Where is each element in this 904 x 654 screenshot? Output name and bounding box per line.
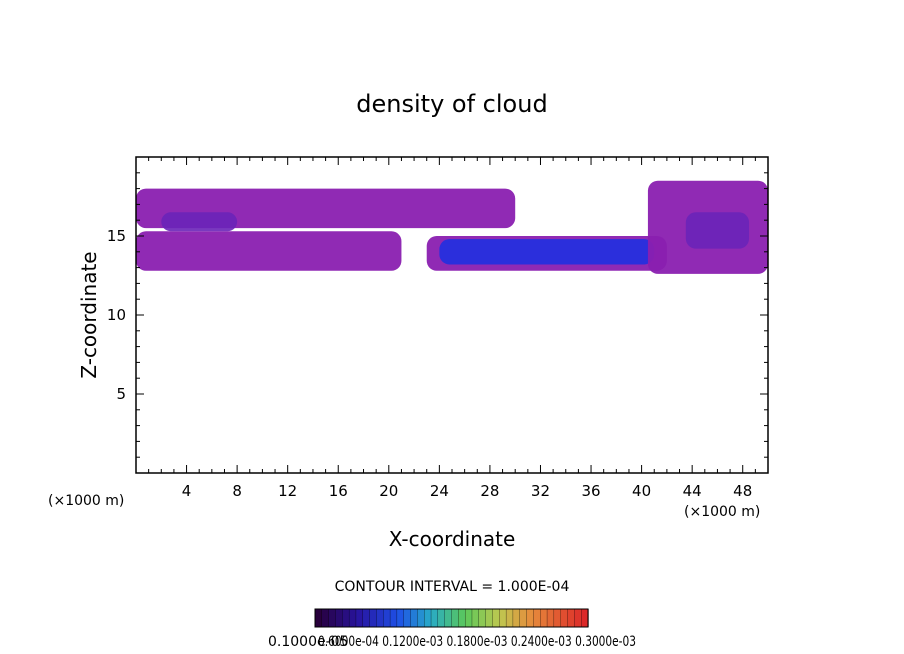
colorbar-cell [342,608,350,628]
colorbar-cell [560,608,569,628]
colorbar-cell [492,608,500,628]
colorbar-cell [430,608,439,628]
x-tick-label: 4 [182,482,192,500]
colorbar-cell [512,608,521,628]
cloud-region-2 [161,212,238,232]
colorbar-labels-overlap: 0.6000e-04 0.1200e-03 0.1800e-03 0.2400e… [318,634,636,650]
y-axis-label: Z-coordinate [77,251,101,378]
colorbar-cell [533,608,541,628]
x-tick-label: 20 [379,482,398,500]
colorbar-cell [546,608,555,628]
colorbar-cell [464,608,473,628]
colorbar-cell [526,608,535,628]
cloud-region-4 [439,239,655,265]
colorbar-cell [485,608,494,628]
colorbar-cell [478,608,487,628]
colorbar-cell [335,608,343,628]
x-tick-label: 36 [581,482,600,500]
colorbar-cell [581,608,589,628]
x-unit-label-left: (×1000 m) [48,493,124,509]
colorbar-cell [451,608,459,628]
x-tick-label: 8 [232,482,242,500]
colorbar-cell [396,608,405,628]
y-tick-label: 5 [116,385,126,403]
colorbar-cell [355,608,364,628]
colorbar [314,608,589,628]
colorbar-cell [444,608,453,628]
colorbar-cell [499,608,507,628]
x-tick-label: 28 [480,482,499,500]
x-unit-label-right: (×1000 m) [684,504,760,520]
colorbar-cell [376,608,384,628]
y-tick-label: 10 [107,306,126,324]
colorbar-cell [567,608,576,628]
colorbar-cell [362,608,371,628]
x-tick-label: 16 [329,482,348,500]
colorbar-cell [314,608,323,628]
x-tick-label: 24 [430,482,449,500]
x-axis-ticks: 4 8 12 16 20 24 28 32 36 40 44 48 [148,157,756,500]
x-tick-label: 40 [632,482,651,500]
colorbar-cell [574,608,582,628]
colorbar-cell [348,608,357,628]
x-axis-label: X-coordinate [389,527,516,551]
colorbar-cell [437,608,446,628]
colorbar-frame [314,608,589,628]
plot-area [136,180,768,274]
x-tick-label: 44 [683,482,702,500]
y-axis-ticks: 5 10 15 [107,172,768,458]
x-tick-label: 12 [278,482,297,500]
colorbar-cell [519,608,528,628]
colorbar-cell [369,608,378,628]
colorbar-cell [328,608,337,628]
cloud-region-1 [136,231,402,271]
colorbar-cell [471,608,480,628]
x-tick-label: 48 [733,482,752,500]
colorbar-cell [540,608,548,628]
colorbar-cell [424,608,432,628]
chart-title: density of cloud [356,90,547,118]
cloud-region-6 [685,212,750,249]
colorbar-cell [383,608,391,628]
colorbar-cell [389,608,398,628]
colorbar-cell [417,608,425,628]
colorbar-cell [458,608,466,628]
colorbar-cell [505,608,514,628]
colorbar-cell [553,608,562,628]
colorbar-cell [410,608,419,628]
colorbar-cell [321,608,330,628]
contour-interval-text: CONTOUR INTERVAL = 1.000E-04 [335,579,570,595]
y-tick-label: 15 [107,227,126,245]
colorbar-cell [403,608,412,628]
colorbar-label-start: 0.1000e-05 [268,634,348,650]
x-tick-label: 32 [531,482,550,500]
